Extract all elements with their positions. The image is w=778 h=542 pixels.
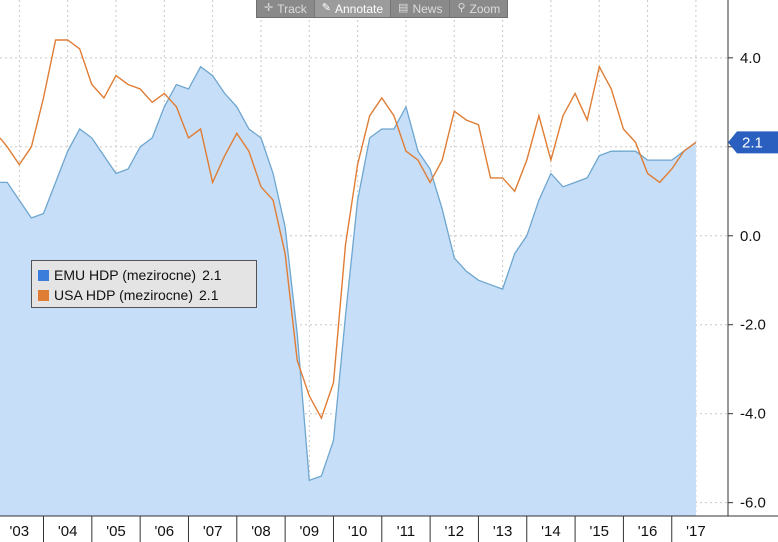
annotate-button[interactable]: ✎ Annotate — [314, 0, 392, 17]
y-tick-label: -4.0 — [740, 406, 766, 423]
x-tick-label: '10 — [348, 523, 368, 540]
track-label: Track — [277, 1, 307, 16]
x-tick-label: '11 — [397, 523, 415, 540]
x-tick-label: '09 — [300, 523, 320, 540]
newspaper-icon: ▤ — [398, 2, 409, 14]
usa-legend-label: USA HDP (mezirocne) — [54, 287, 194, 303]
x-tick-label: '12 — [444, 523, 464, 540]
usa-swatch — [38, 289, 49, 301]
x-tick-label: '06 — [155, 523, 175, 540]
annotate-label: Annotate — [335, 1, 384, 16]
x-tick-label: '17 — [686, 523, 706, 540]
x-axis-ticks: '03 '04 '05 '06 '07 '08 '09 '10 '11 '12 '13 '14 '15 '… — [10, 516, 706, 542]
zoom-label: Zoom — [469, 1, 501, 16]
y-tick-label: -2.0 — [740, 317, 766, 334]
x-tick-label: '03 — [10, 523, 30, 540]
zoom-button[interactable]: ⚲ Zoom — [450, 0, 507, 17]
legend-item-usa: USA HDP (mezirocne) 2.1 — [38, 285, 250, 305]
last-value-tag: 2.1 — [728, 131, 778, 154]
y-tick-label: 4.0 — [740, 50, 761, 67]
x-tick-label: '14 — [541, 523, 561, 540]
magnifier-icon: ⚲ — [457, 2, 466, 14]
x-tick-label: '13 — [493, 523, 513, 540]
chart-toolbar: ✛ Track ✎ Annotate ▤ News ⚲ Zoom — [256, 0, 509, 18]
x-tick-label: '07 — [203, 523, 223, 540]
emu-area-fill — [0, 66, 696, 516]
y-tick-label: 0.0 — [740, 228, 761, 245]
x-tick-label: '05 — [106, 523, 126, 540]
last-value-tag-text: 2.1 — [742, 134, 763, 151]
crosshair-icon: ✛ — [264, 2, 274, 14]
usa-series-line — [0, 39, 697, 420]
emu-swatch — [38, 269, 49, 281]
news-button[interactable]: ▤ News — [391, 0, 451, 17]
x-tick-label: '08 — [251, 523, 271, 540]
emu-legend-value: 2.1 — [202, 267, 222, 283]
x-tick-label: '16 — [638, 523, 658, 540]
chart-legend[interactable]: EMU HDP (mezirocne) 2.1 USA HDP (mezirocn… — [31, 260, 257, 308]
emu-series-line — [0, 65, 697, 482]
last-value-tag-shape — [728, 131, 778, 154]
news-label: News — [412, 1, 443, 16]
usa-legend-value: 2.1 — [199, 287, 219, 303]
x-tick-label: '04 — [58, 523, 78, 540]
pencil-icon: ✎ — [321, 2, 331, 14]
x-tick-label: '15 — [589, 523, 609, 540]
y-axis-ticks: 4.02.00.0-2.0-4.0-6.0 — [728, 50, 766, 512]
y-tick-label: -6.0 — [740, 495, 766, 512]
emu-legend-label: EMU HDP (mezirocne) — [54, 267, 197, 283]
track-button[interactable]: ✛ Track — [257, 0, 315, 17]
legend-item-emu: EMU HDP (mezirocne) 2.1 — [38, 265, 250, 285]
